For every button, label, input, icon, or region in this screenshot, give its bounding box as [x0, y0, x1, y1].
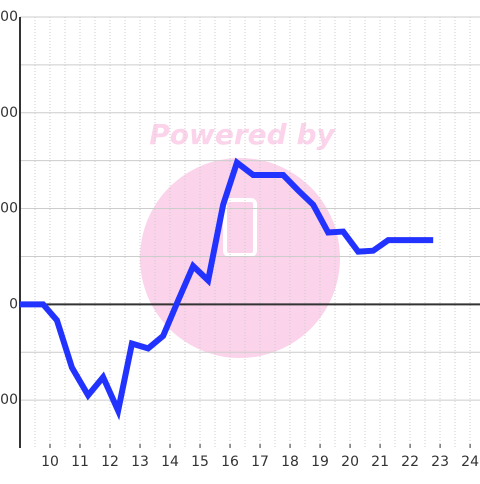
y-tick-label: 5,000 — [0, 201, 18, 217]
x-tick-label: 10 — [41, 454, 59, 470]
y-tick-label: 10,000 — [0, 105, 18, 121]
x-tick-label: 22 — [401, 454, 419, 470]
x-tick-label: 24 — [461, 454, 479, 470]
y-tick-label: 0 — [9, 296, 18, 312]
x-tick-label: 18 — [281, 454, 299, 470]
watermark-text: Powered by — [149, 118, 336, 151]
x-tick-label: 20 — [341, 454, 359, 470]
x-tick-label: 23 — [431, 454, 449, 470]
y-tick-label: -5,000 — [0, 392, 18, 408]
x-tick-label: 17 — [251, 454, 269, 470]
x-tick-label: 14 — [161, 454, 179, 470]
x-tick-label: 19 — [311, 454, 329, 470]
x-tick-label: 16 — [221, 454, 239, 470]
series-line — [20, 157, 434, 421]
x-tick-label: 13 — [131, 454, 149, 470]
x-tick-label: 21 — [371, 454, 389, 470]
watermark-logo — [223, 198, 257, 257]
y-tick-label: 15,000 — [0, 9, 18, 25]
x-tick-label: 12 — [101, 454, 119, 470]
x-tick-label: 11 — [71, 454, 89, 470]
x-tick-label: 15 — [191, 454, 209, 470]
